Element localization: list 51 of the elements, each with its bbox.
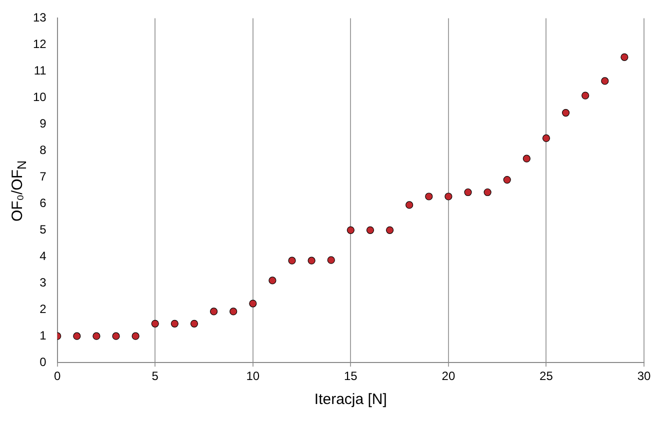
point [620,53,628,61]
point [132,332,140,340]
point [190,320,198,328]
point [112,332,120,340]
point [151,320,159,328]
point [268,276,276,284]
y-tick-label: 0 [40,354,47,369]
y-tick-label: 5 [40,222,47,236]
point [73,332,81,340]
point [425,192,433,200]
point [601,77,609,85]
y-tick-label: 3 [40,275,47,290]
point [542,134,550,142]
x-tick-label: 30 [637,369,651,384]
y-tick-label: 9 [40,116,47,130]
point [484,188,492,196]
point [464,188,472,196]
point [522,154,530,162]
point [406,201,414,209]
y-tick-label: 1 [40,328,47,342]
point [346,226,354,234]
point [92,332,100,340]
y-tick-label: 2 [40,302,47,316]
y-tick-label: 11 [34,63,47,78]
point [308,256,316,264]
point [288,256,296,264]
x-tick-label: 5 [152,369,159,384]
point [170,320,178,328]
x-tick-label: 10 [246,369,260,384]
x-tick-label: 20 [442,369,456,384]
y-tick-label: 10 [32,90,47,104]
point [210,308,218,316]
point [386,226,394,234]
point [230,308,238,316]
point [582,92,590,100]
point [562,108,570,117]
x-tick-label: 25 [540,369,554,384]
x-tick-label: 15 [344,369,358,384]
point [327,256,335,264]
y-tick-label: 13 [32,10,47,25]
y-tick-label: 6 [40,196,47,210]
point [444,192,452,200]
x-axis-title: Iteracja [N] [314,391,387,408]
y-tick-label: 4 [40,248,47,263]
point [366,226,374,234]
y-tick-label: 8 [40,142,47,157]
point [503,176,511,184]
x-tick-label: 0 [54,369,62,384]
point [249,300,257,308]
y-tick-label: 7 [40,169,47,184]
y-tick-label: 12 [32,37,47,52]
